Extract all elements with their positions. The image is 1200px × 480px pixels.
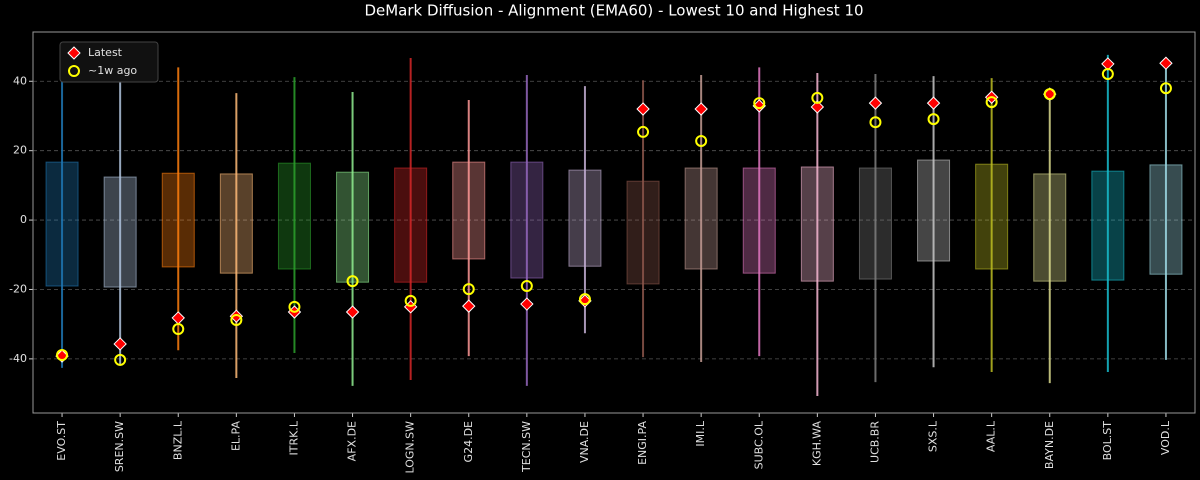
legend-box <box>59 41 159 83</box>
x-tick-label: SUBC.OL <box>752 420 765 469</box>
x-tick-label: EL.PA <box>229 421 242 452</box>
box <box>742 167 776 274</box>
box <box>219 173 253 274</box>
y-tick-label: 0 <box>20 213 27 226</box>
box <box>568 169 602 267</box>
legend-marker <box>67 46 81 60</box>
week-ago-marker <box>172 323 185 336</box>
week-ago-marker <box>869 116 882 129</box>
week-ago-marker <box>637 125 650 138</box>
chart-title: DeMark Diffusion - Alignment (EMA60) - L… <box>364 2 863 20</box>
latest-marker <box>694 102 708 116</box>
latest-marker <box>345 305 360 319</box>
week-ago-marker <box>230 314 243 327</box>
week-ago-marker <box>985 96 998 109</box>
latest-marker <box>113 337 127 351</box>
week-ago-marker <box>288 300 301 313</box>
week-ago-marker <box>927 113 940 126</box>
x-tick-label: SREN.SW <box>113 421 126 472</box>
x-tick-label: IMI.L <box>694 420 707 446</box>
legend-marker <box>68 65 80 77</box>
legend-label: Latest <box>88 46 123 59</box>
x-tick-label: KGH.WA <box>810 421 823 467</box>
week-ago-marker <box>695 134 708 147</box>
x-tick-label: ITRK.L <box>287 420 300 455</box>
y-tick-label: -20 <box>9 282 27 295</box>
y-tick-label: 40 <box>13 74 27 87</box>
box <box>510 161 544 279</box>
x-tick-label: BNZL.L <box>171 420 184 460</box>
plot-frame <box>32 31 1196 414</box>
week-ago-marker <box>1159 82 1172 95</box>
x-tick-label: AAL.L <box>985 420 998 452</box>
week-ago-marker <box>404 294 417 307</box>
box <box>277 162 311 270</box>
box <box>1149 164 1183 275</box>
latest-marker <box>868 96 883 110</box>
x-tick-label: BAYN.DE <box>1043 421 1056 469</box>
latest-marker <box>520 297 534 311</box>
box <box>45 161 79 287</box>
latest-marker <box>1159 56 1173 70</box>
week-ago-marker <box>114 353 127 366</box>
x-tick-label: TECN.SW <box>520 421 533 473</box>
box <box>800 166 834 282</box>
x-tick-label: UCB.BR <box>868 421 881 463</box>
week-ago-marker <box>520 280 533 292</box>
box <box>684 167 718 270</box>
x-tick-label: AFX.DE <box>346 421 359 461</box>
box <box>161 172 195 268</box>
latest-marker <box>636 102 650 116</box>
y-tick-label: 20 <box>13 144 27 157</box>
latest-marker <box>926 96 941 110</box>
x-tick-label: BOL.ST <box>1101 421 1114 461</box>
box <box>917 159 951 262</box>
week-ago-marker <box>1043 88 1056 101</box>
y-tick-label: -40 <box>9 352 27 365</box>
box <box>975 163 1009 270</box>
x-tick-label: SXS.L <box>927 420 940 452</box>
week-ago-marker <box>346 275 359 288</box>
box <box>336 171 370 283</box>
week-ago-marker <box>578 293 591 306</box>
week-ago-marker <box>56 349 69 362</box>
week-ago-marker <box>811 91 824 104</box>
legend-label: ~1w ago <box>88 64 137 77</box>
box <box>858 167 892 280</box>
box <box>1033 173 1067 282</box>
box <box>103 176 137 288</box>
latest-marker <box>810 100 825 114</box>
week-ago-marker <box>1101 67 1114 80</box>
x-tick-label: VOD.L <box>1159 420 1172 455</box>
latest-marker <box>462 299 476 313</box>
latest-marker <box>229 309 244 323</box>
box <box>394 167 428 283</box>
week-ago-marker <box>753 97 766 110</box>
x-tick-label: G24.DE <box>462 421 475 462</box>
box <box>1091 170 1125 281</box>
x-tick-label: ENGI.PA <box>636 421 649 465</box>
x-tick-label: EVO.ST <box>55 421 68 461</box>
x-tick-label: VNA.DE <box>578 421 591 463</box>
x-tick-label: LOGN.SW <box>404 421 417 474</box>
week-ago-marker <box>462 283 475 296</box>
box <box>452 161 486 260</box>
box <box>626 180 660 285</box>
